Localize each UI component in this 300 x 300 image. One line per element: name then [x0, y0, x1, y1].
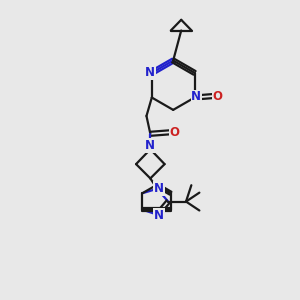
Text: N: N: [191, 90, 201, 104]
Text: N: N: [154, 209, 164, 222]
Text: N: N: [145, 66, 155, 79]
Text: N: N: [145, 139, 155, 152]
Text: N: N: [154, 182, 164, 195]
Text: O: O: [169, 126, 179, 139]
Text: O: O: [213, 90, 223, 103]
